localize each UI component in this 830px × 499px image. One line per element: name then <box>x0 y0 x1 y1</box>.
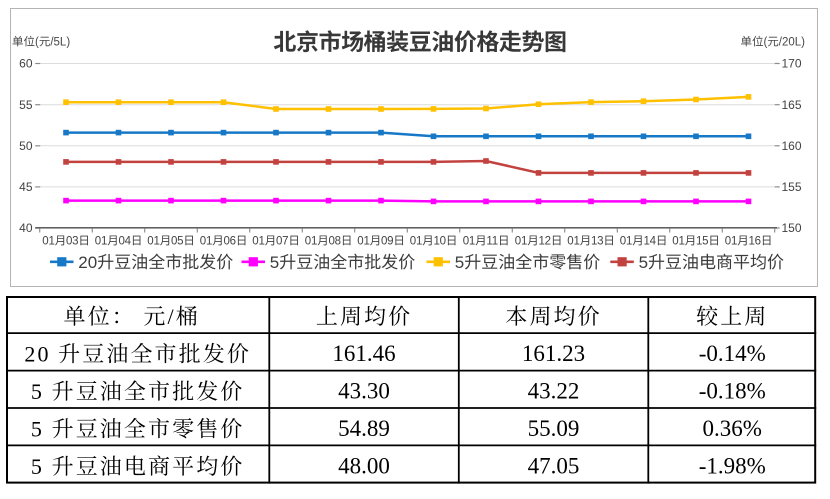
svg-text:43.30: 43.30 <box>338 379 390 404</box>
svg-text:5 升豆油全市批发价: 5 升豆油全市批发价 <box>31 379 245 404</box>
svg-text:0.36%: 0.36% <box>703 416 762 441</box>
svg-text:01月10日: 01月10日 <box>410 235 457 248</box>
svg-text:155: 155 <box>782 180 802 194</box>
svg-text:较上周: 较上周 <box>696 304 768 329</box>
svg-text:50: 50 <box>19 139 33 153</box>
svg-text:54.89: 54.89 <box>338 416 390 441</box>
svg-text:161.23: 161.23 <box>522 341 585 366</box>
svg-text:161.46: 161.46 <box>332 341 395 366</box>
svg-text:5升豆油全市零售价: 5升豆油全市零售价 <box>455 253 600 272</box>
svg-text:01月16日: 01月16日 <box>725 235 772 248</box>
svg-text:本周均价: 本周均价 <box>505 304 601 329</box>
svg-text:01月08日: 01月08日 <box>305 235 352 248</box>
svg-text:01月03日: 01月03日 <box>42 235 89 248</box>
svg-text:北京市场桶装豆油价格走势图: 北京市场桶装豆油价格走势图 <box>273 29 566 55</box>
svg-text:01月04日: 01月04日 <box>95 235 142 248</box>
svg-text:01月06日: 01月06日 <box>200 235 247 248</box>
svg-text:01月13日: 01月13日 <box>567 235 614 248</box>
svg-text:48.00: 48.00 <box>338 454 390 479</box>
svg-text:5 升豆油电商平均价: 5 升豆油电商平均价 <box>31 454 245 479</box>
svg-text:160: 160 <box>782 139 802 153</box>
svg-text:150: 150 <box>782 221 802 235</box>
svg-text:单位： 元/桶: 单位： 元/桶 <box>63 304 199 329</box>
svg-text:47.05: 47.05 <box>528 454 580 479</box>
svg-text:55.09: 55.09 <box>528 416 580 441</box>
svg-text:45: 45 <box>19 180 33 194</box>
svg-text:60: 60 <box>19 57 33 71</box>
svg-text:01月07日: 01月07日 <box>252 235 299 248</box>
svg-text:01月05日: 01月05日 <box>147 235 194 248</box>
svg-text:5升豆油电商平均价: 5升豆油电商平均价 <box>639 253 784 272</box>
svg-text:43.22: 43.22 <box>528 379 580 404</box>
svg-text:01月14日: 01月14日 <box>620 235 667 248</box>
svg-text:单位(元/20L): 单位(元/20L) <box>740 36 805 49</box>
svg-text:20升豆油全市批发价: 20升豆油全市批发价 <box>78 253 233 272</box>
svg-text:5升豆油全市批发价: 5升豆油全市批发价 <box>270 253 415 272</box>
svg-text:01月15日: 01月15日 <box>672 235 719 248</box>
svg-text:-1.98%: -1.98% <box>699 454 766 479</box>
svg-text:-0.18%: -0.18% <box>699 379 766 404</box>
svg-text:5 升豆油全市零售价: 5 升豆油全市零售价 <box>31 416 245 441</box>
svg-text:上周均价: 上周均价 <box>316 304 412 329</box>
svg-text:165: 165 <box>782 98 802 112</box>
svg-text:01月12日: 01月12日 <box>515 235 562 248</box>
svg-text:-0.14%: -0.14% <box>699 341 766 366</box>
svg-text:20 升豆油全市批发价: 20 升豆油全市批发价 <box>24 342 251 367</box>
svg-text:170: 170 <box>782 57 802 71</box>
svg-text:55: 55 <box>19 98 33 112</box>
svg-text:单位(元/5L): 单位(元/5L) <box>12 36 70 49</box>
svg-text:40: 40 <box>19 221 33 235</box>
svg-text:01月09日: 01月09日 <box>357 235 404 248</box>
svg-text:01月11日: 01月11日 <box>463 235 510 248</box>
